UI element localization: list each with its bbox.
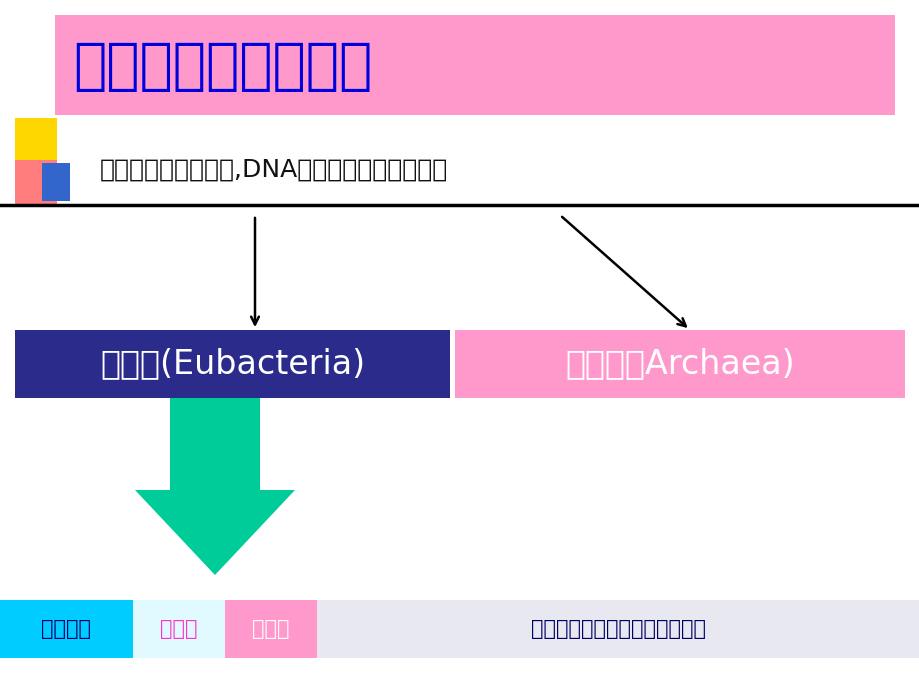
Text: 支原体、立克次氏体、衣原体等: 支原体、立克次氏体、衣原体等: [530, 619, 705, 639]
Bar: [316, 600, 919, 658]
Bar: [15, 160, 57, 205]
Text: 一般细菌: 一般细菌: [41, 619, 91, 639]
Polygon shape: [135, 398, 295, 575]
Text: 古生菌（Archaea): 古生菌（Archaea): [564, 348, 794, 380]
Text: 蓝细菌: 蓝细菌: [252, 619, 289, 639]
Bar: [55, 15, 894, 115]
Bar: [224, 600, 316, 658]
Bar: [132, 600, 224, 658]
Text: 真细菌(Eubacteria): 真细菌(Eubacteria): [100, 348, 365, 380]
Text: 细胞核无核膜包围的,DNA裸露的一大类微生物。: 细胞核无核膜包围的,DNA裸露的一大类微生物。: [100, 158, 448, 182]
Bar: [15, 330, 449, 398]
Bar: [455, 330, 904, 398]
Text: 原核微生物主要类群: 原核微生物主要类群: [73, 40, 372, 94]
Bar: [0, 600, 132, 658]
Text: 放线菌: 放线菌: [160, 619, 198, 639]
Bar: [15, 118, 57, 160]
Bar: [42, 163, 70, 201]
